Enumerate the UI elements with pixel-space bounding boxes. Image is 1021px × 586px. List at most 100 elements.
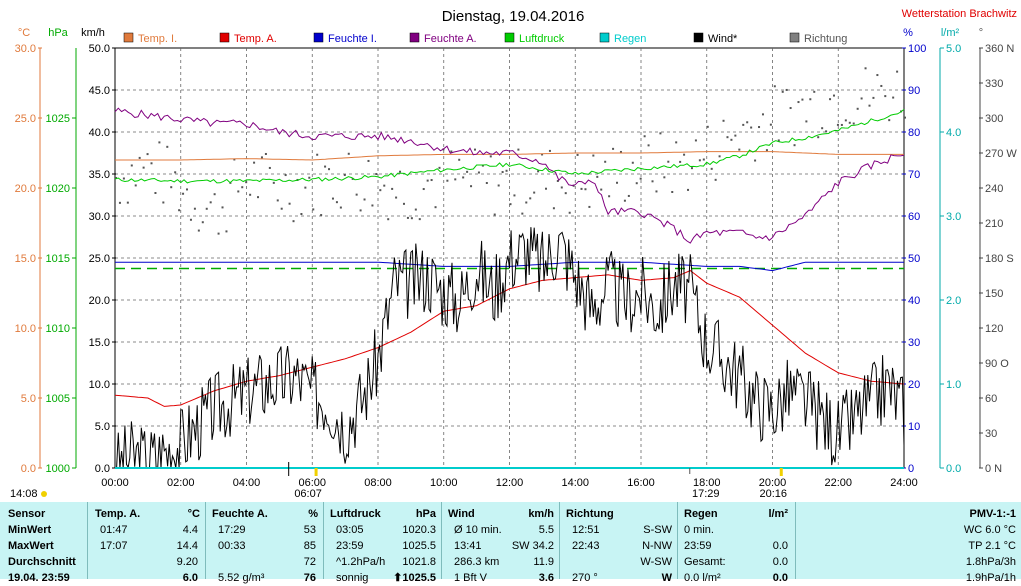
direction-dot (773, 85, 776, 88)
stat-cell: Ø 10 min. (454, 524, 502, 536)
col-direction (560, 502, 678, 579)
wind-tick: 10.0 (89, 379, 110, 391)
direction-dot (280, 207, 283, 210)
sunset-label: 20:16 (760, 488, 788, 500)
direction-dot (880, 84, 883, 87)
direction-dot (162, 201, 165, 204)
time-tick: 12:00 (496, 477, 524, 489)
direction-tick: 210 (985, 218, 1003, 230)
direction-tick: 0 N (985, 463, 1002, 475)
direction-dot (201, 221, 204, 224)
direction-dot (864, 67, 867, 70)
direction-dot (647, 144, 650, 147)
time-tick: 16:00 (627, 477, 655, 489)
direction-dot (189, 218, 192, 221)
legend-label: Temp. I. (138, 33, 177, 45)
time-tick: 24:00 (890, 477, 918, 489)
direction-dot (639, 177, 642, 180)
direction-dot (545, 187, 548, 190)
direction-dot (754, 159, 757, 162)
stat-row: MinWert 01:47 4.4 17:29 53 03:05 1020.3 Ø 10 mi… (0, 522, 1021, 538)
rain-tick: 2.0 (946, 295, 961, 307)
direction-dot (426, 179, 429, 182)
legend-swatch (789, 32, 800, 43)
stat-cell: TP 2.1 °C (968, 540, 1016, 552)
pressure-tick: 1025 (46, 113, 70, 125)
wind-tick: 35.0 (89, 169, 110, 181)
stat-cell: Wind (448, 508, 475, 520)
direction-dot (643, 135, 646, 138)
stat-cell: % (308, 508, 318, 520)
direction-dot (481, 164, 484, 167)
direction-dot (446, 179, 449, 182)
direction-dot (635, 182, 638, 185)
humidity-tick: 90 (908, 85, 920, 97)
direction-dot (434, 206, 437, 209)
stat-cell: 00:33 (218, 540, 246, 552)
direction-dot (556, 179, 559, 182)
time-tick: 00:00 (101, 477, 129, 489)
rain-time-label: 17:29 (692, 488, 720, 500)
direction-dot (257, 196, 260, 199)
direction-dot (489, 155, 492, 158)
series-luftdruck (114, 109, 905, 184)
humidity-tick: 0 (908, 463, 914, 475)
stat-cell: 0 min. (684, 524, 714, 536)
direction-dot (324, 165, 327, 168)
stat-cell: 270 ° (572, 572, 598, 584)
wind-tick: 45.0 (89, 85, 110, 97)
stat-cell: 4.4 (182, 524, 198, 536)
direction-dot (813, 90, 816, 93)
direction-dot (406, 216, 409, 219)
rain-tick: 1.0 (946, 379, 961, 391)
stat-cell: SW 34.2 (511, 540, 554, 552)
series-layer (114, 67, 906, 469)
station-name: Wetterstation Brachwitz (902, 8, 1017, 20)
direction-dot (694, 139, 697, 142)
stat-row: 19.04. 23:59 6.0 5.52 g/m³ 76 sonnig ⬆1025.5 1… (0, 570, 1021, 586)
direction-dot (379, 189, 382, 192)
direction-tick: 120 (985, 323, 1003, 335)
humidity-tick: 10 (908, 421, 920, 433)
wind-tick: 15.0 (89, 337, 110, 349)
stat-cell: hPa (415, 508, 436, 520)
direction-dot (150, 162, 153, 165)
direction-dot (462, 176, 465, 179)
stat-cell: °C (187, 508, 200, 520)
stat-cell: S-SW (643, 524, 672, 536)
direction-dot (142, 166, 145, 169)
direction-dot (604, 160, 607, 163)
direction-dot (726, 136, 729, 139)
direction-dot (627, 194, 630, 197)
wind-tick: 20.0 (89, 295, 110, 307)
direction-dot (619, 150, 622, 153)
direction-dot (844, 119, 847, 122)
direction-dot (217, 232, 220, 235)
direction-dot (383, 184, 386, 187)
direction-dot (702, 158, 705, 161)
legend-label: Feuchte I. (328, 33, 377, 45)
stat-cell: PMV-1:-1 (969, 508, 1016, 520)
time-tick: 10:00 (430, 477, 458, 489)
direction-dot (371, 204, 374, 207)
rain-axis-unit: l/m² (941, 27, 960, 39)
legend-swatch (409, 32, 420, 43)
pressure-tick: 1010 (46, 323, 70, 335)
pressure-tick: 1020 (46, 183, 70, 195)
direction-dot (513, 194, 516, 197)
direction-dot (552, 207, 555, 210)
rain-tick: 4.0 (946, 127, 961, 139)
direction-dot (438, 166, 441, 169)
stat-cell: Richtung (566, 508, 614, 520)
direction-dot (351, 177, 354, 180)
direction-dot (331, 197, 334, 200)
direction-dot (493, 213, 496, 216)
stat-cell: N-NW (642, 540, 672, 552)
temp-tick: 20.0 (15, 183, 36, 195)
direction-dot (126, 201, 129, 204)
direction-dot (391, 187, 394, 190)
pressure-tick: 1005 (46, 393, 70, 405)
stat-cell: 3.6 (538, 572, 554, 584)
direction-dot (529, 197, 532, 200)
direction-dot (746, 121, 749, 124)
